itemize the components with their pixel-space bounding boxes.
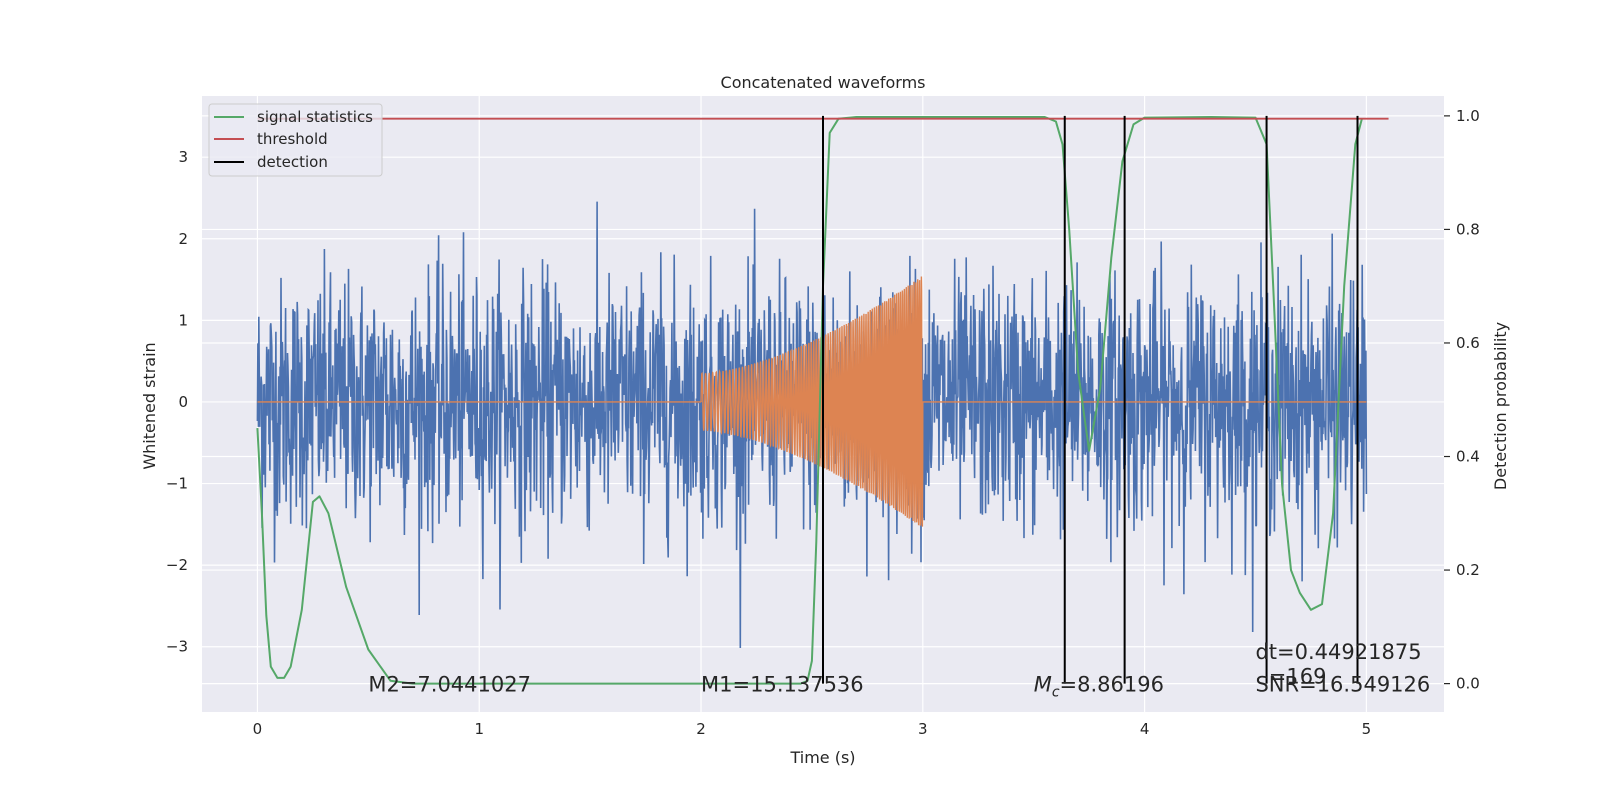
y-right-tick-label-5: 1.0 [1456,107,1480,125]
x-tick-label-0: 0 [253,720,263,738]
x-axis-ticks: 0 1 2 3 4 5 [253,720,1371,738]
y-left-tick-label-3: 0 [178,393,188,411]
signal-statistics-line [256,116,1363,685]
annotation-1: M1=15.137536 [701,673,864,697]
y-left-tick-label-1: −2 [166,556,188,574]
y-left-tick-label-2: −1 [166,475,188,493]
x-axis-label: Time (s) [789,748,855,767]
annotation-5: SNR=16.549126 [1255,673,1430,697]
y-axis-right-ticks: 0.0 0.2 0.4 0.6 0.8 1.0 [1444,107,1480,693]
x-tick-label-5: 5 [1362,720,1372,738]
annotation-2: Mc=8.86196 [1034,673,1164,701]
waveform-series [257,276,1367,527]
annotations: M2=7.0441027 M1=15.137536 Mc=8.86196 dt=0.4… [368,640,1430,701]
detection-lines [822,115,1359,684]
legend-label-threshold: threshold [257,130,328,148]
annotation-3: dt=0.44921875 [1255,640,1421,664]
y-axis-left-ticks: −3 −2 −1 0 1 2 3 [166,148,188,656]
legend-label-detection: detection [257,153,328,171]
y-left-tick-label-0: −3 [166,638,188,656]
y-axis-left-label: Whitened strain [140,342,159,469]
y-left-tick-label-5: 2 [178,230,188,248]
y-right-tick-label-0: 0.0 [1456,675,1480,693]
y-right-tick-label-2: 0.4 [1456,448,1480,466]
legend-label-signal-statistics: signal statistics [257,108,373,126]
y-left-tick-label-4: 1 [178,311,188,329]
waveform-line [257,276,1367,527]
y-right-tick-label-1: 0.2 [1456,561,1480,579]
x-tick-label-1: 1 [474,720,484,738]
legend-box [208,103,383,177]
annotation-4: =169 [1269,664,1327,688]
x-tick-label-4: 4 [1140,720,1150,738]
annotation-0: M2=7.0441027 [368,673,531,697]
legend: signal statistics threshold detection [208,103,383,177]
x-tick-label-2: 2 [696,720,706,738]
x-tick-label-3: 3 [918,720,928,738]
y-left-tick-label-6: 3 [178,148,188,166]
y-axis-right-label: Detection probability [1491,322,1510,490]
y-right-tick-label-3: 0.6 [1456,334,1480,352]
signal-statistics-series [256,116,1363,685]
chart-title: Concatenated waveforms [721,73,926,92]
y-right-tick-label-4: 0.8 [1456,220,1480,238]
